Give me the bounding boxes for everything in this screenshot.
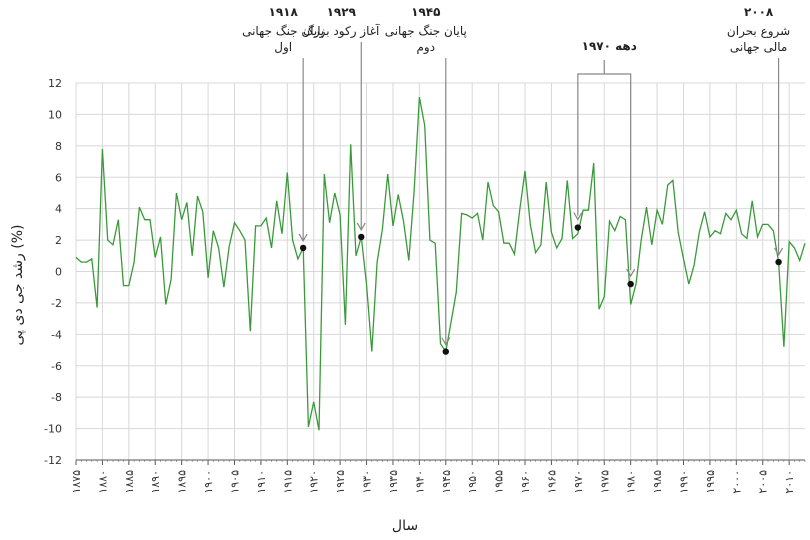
y-tick-label: 4	[55, 203, 62, 216]
x-tick-label: ۱۹۳۰	[361, 470, 374, 494]
x-tick-label: ۱۹۱۰	[255, 470, 268, 494]
x-tick-label: ۱۹۳۵	[387, 470, 400, 494]
x-axis-ticks: ۱۸۷۵ ۱۸۸۰ ۱۸۸۵ ۱۸۹۰ ۱۸۹۵ ۱۹۰۰ ۱۹۰۵ ۱۹۱۰ ۱۹۱۵ ۱۹۲۰…	[70, 459, 806, 494]
x-tick-label: ۲۰۰۰	[730, 470, 743, 494]
x-tick-label: ۱۹۹۰	[678, 470, 691, 494]
x-tick-label: ۱۹۴۵	[440, 470, 453, 494]
annotation-point	[775, 258, 782, 266]
annotation-label: شروع بحران	[727, 24, 790, 39]
x-tick-label: ۱۹۰۰	[202, 470, 215, 494]
annotation-label: مالی جهانی	[730, 40, 788, 54]
x-tick-label: ۱۹۷۰	[572, 470, 585, 494]
annotation-label: دهه ۱۹۷۰	[582, 39, 637, 53]
annotation-label: دوم	[416, 40, 435, 55]
annotation-label: اول	[274, 40, 292, 55]
x-axis-title: سال	[392, 518, 418, 534]
x-tick-label: ۲۰۰۵	[757, 470, 770, 494]
annotation-label: ۱۹۴۵	[411, 5, 440, 19]
annotations: ۱۹۱۸ پایان جنگ جهانی اول ۱۹۲۹ آغاز رکود بزرگ…	[242, 5, 790, 355]
annotation-point	[574, 224, 582, 231]
annotation-label: ۲۰۰۸	[744, 5, 774, 19]
y-tick-label: 10	[48, 108, 62, 121]
y-axis-ticks: 12 10 8 6 4 2 0 -2 -4 -6 -8 -10 -12	[44, 77, 62, 467]
x-tick-label: ۱۹۵۵	[493, 470, 506, 494]
x-tick-label: ۱۹۰۵	[228, 470, 241, 494]
y-tick-label: -10	[44, 423, 62, 436]
y-tick-label: -8	[51, 391, 62, 404]
y-axis-title: رشد جی دی پی (%)	[10, 225, 26, 346]
x-tick-label: ۱۹۱۵	[281, 470, 294, 494]
y-tick-label: -4	[51, 328, 62, 341]
x-tick-label: ۱۹۶۵	[545, 470, 558, 494]
annotation-point	[627, 280, 634, 288]
y-tick-label: 6	[55, 171, 62, 184]
grid	[75, 82, 805, 461]
x-tick-label: ۱۸۸۰	[96, 470, 109, 494]
x-tick-label: ۱۹۶۰	[519, 470, 532, 494]
y-tick-label: -2	[51, 297, 62, 310]
x-tick-label: ۱۸۸۵	[123, 470, 136, 494]
y-tick-label: 2	[55, 234, 62, 247]
arrow-head	[441, 337, 451, 346]
x-tick-label: ۱۹۸۰	[625, 470, 638, 494]
arrow-head	[356, 222, 366, 232]
gdp-growth-line	[75, 96, 806, 431]
y-tick-label: -6	[51, 360, 62, 373]
arrow-head	[573, 212, 583, 221]
x-tick-label: ۱۹۹۵	[704, 470, 717, 494]
annotation-label: پایان جنگ جهانی	[242, 24, 324, 38]
x-tick-label: ۱۹۲۵	[334, 470, 347, 494]
y-tick-label: 8	[55, 140, 62, 153]
x-tick-label: ۱۹۷۵	[598, 470, 611, 494]
annotation-point	[299, 244, 307, 252]
x-tick-label: ۱۸۹۰	[149, 470, 162, 494]
arrow-head	[774, 247, 784, 257]
annotation-point	[358, 233, 365, 241]
annotation-label: پایان جنگ جهانی	[385, 24, 467, 38]
annotation-label: آغاز رکود بزرگ	[303, 23, 380, 39]
y-tick-label: -12	[44, 454, 62, 467]
annotation-point	[442, 348, 449, 355]
annotation-label: ۱۹۱۸	[269, 5, 299, 19]
arrow-head	[626, 268, 636, 278]
x-tick-label: ۱۹۵۰	[466, 470, 479, 494]
arrow-head	[298, 233, 308, 243]
x-tick-label: ۱۹۴۰	[413, 470, 426, 494]
x-tick-label: ۱۹۸۵	[651, 470, 664, 494]
x-tick-label: ۱۸۹۵	[176, 470, 189, 494]
y-tick-label: 12	[48, 77, 62, 90]
x-tick-label: ۲۰۱۰	[783, 470, 796, 494]
x-tick-label: ۱۹۲۰	[308, 470, 321, 494]
x-tick-label: ۱۸۷۵	[70, 470, 83, 494]
y-tick-label: 0	[55, 266, 62, 279]
annotation-label: ۱۹۲۹	[327, 5, 357, 19]
